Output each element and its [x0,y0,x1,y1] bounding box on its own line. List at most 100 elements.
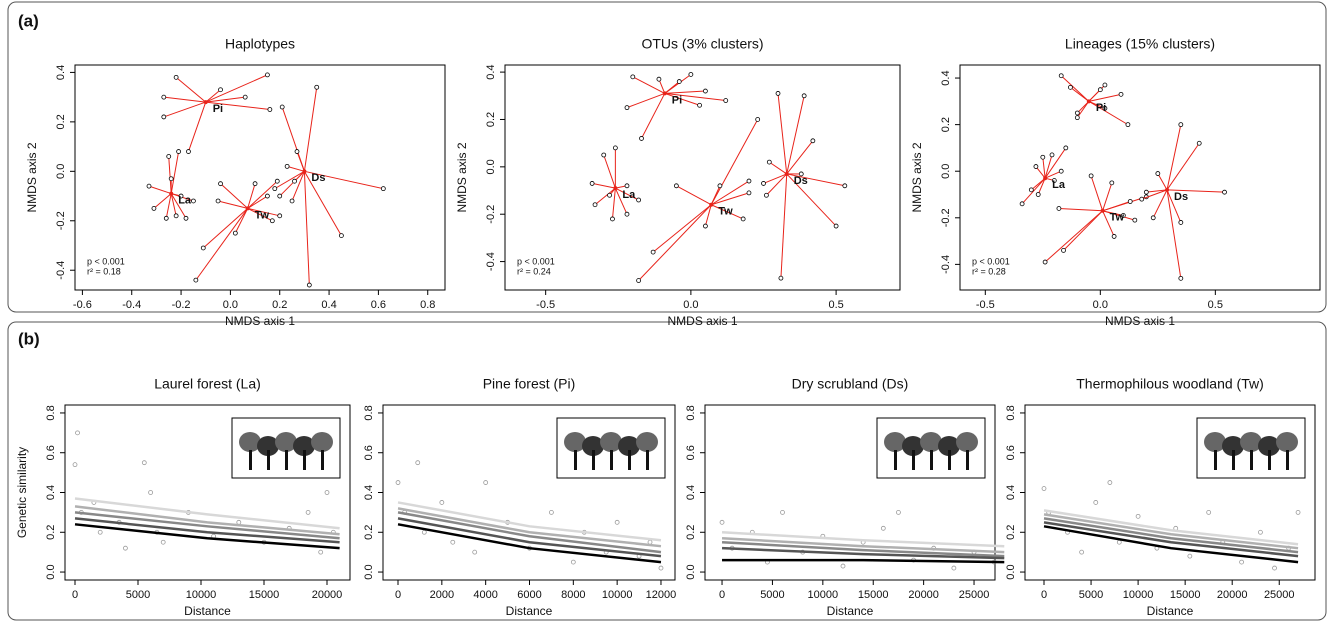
spider-line [274,170,305,190]
x-tick-label: -0.5 [976,299,995,311]
x-tick-label: 5000 [760,589,784,601]
point [97,529,103,535]
point [842,183,848,189]
point [1258,529,1263,535]
point [1102,105,1108,111]
spider-line [710,180,750,206]
point [1058,73,1064,79]
point [1051,178,1057,183]
trend-line [1043,525,1299,564]
spider-line [234,208,249,234]
inset-silhouette [628,450,631,470]
group-label: Pi [672,94,682,106]
point [1222,189,1227,195]
inset-silhouette [920,432,942,452]
point [472,549,478,555]
spider-line [1141,189,1168,200]
centroid [245,206,250,211]
spider-line [170,193,187,219]
inset-silhouette [1258,436,1280,456]
chart-title: Pine forest (Pi) [483,376,576,392]
spider-line [1088,100,1129,126]
point [650,249,656,255]
y-tick-label: 0.2 [685,525,697,540]
point [1272,565,1277,571]
group-label: La [1052,179,1066,191]
point [215,198,221,204]
centroid [1100,208,1105,213]
inset-silhouette [257,436,279,456]
inset-silhouette [1286,450,1289,470]
inset-silhouette [285,450,288,470]
x-axis-label: Distance [827,604,874,618]
inset-silhouette [956,432,978,452]
y-tick-label: 0.0 [940,164,952,179]
spider-line [1166,124,1182,190]
spider-line [786,173,845,187]
point [173,213,179,219]
point [1143,189,1149,195]
trend-line [74,523,340,550]
spider-line [652,204,712,253]
x-tick-label: 0.5 [828,299,843,311]
x-tick-label: 5000 [1079,589,1103,601]
point [1295,509,1301,515]
y-tick-label: 0.4 [485,64,497,79]
spider-line [1058,207,1103,212]
spider-line [638,204,712,281]
group-label: Pi [1096,102,1106,114]
spider-line [163,101,206,118]
chart-title: Lineages (15% clusters) [1065,36,1215,52]
inset-silhouette [311,432,333,452]
point [778,275,784,281]
trend-line [74,497,340,530]
y-axis-label: NMDS axis 2 [25,142,39,212]
point [264,193,270,199]
spider-line [296,151,305,172]
point [269,218,275,224]
group-label: Tw [718,206,733,218]
inset-silhouette [948,450,951,470]
inset-silhouette [1240,432,1262,452]
plot-frame [504,64,901,291]
spider-line [1166,189,1182,279]
spider-line [711,192,750,206]
spider-line [153,193,172,209]
spider-line [303,171,342,236]
spider-line [170,151,180,194]
inset-silhouette [574,450,577,470]
inset-silhouette [966,450,969,470]
y-tick-label: 0.8 [1005,405,1017,420]
point [1074,115,1080,121]
y-tick-label: -0.2 [485,205,497,224]
centroid [203,100,208,105]
x-tick-label: 0.8 [420,299,435,311]
point [1132,217,1138,223]
point [719,519,725,525]
y-tick-label: 0.4 [363,485,375,500]
spider-line [786,173,837,227]
point [717,183,723,189]
spider-line [1044,170,1062,179]
spider-line [1035,166,1046,179]
chart-title: Haplotypes [225,36,295,52]
point [338,233,344,239]
spider-line [1102,210,1115,237]
point [186,149,191,154]
inset-silhouette [1222,436,1244,456]
spider-line [202,208,248,249]
x-tick-label: 15000 [858,589,889,601]
spider-line [592,182,616,189]
spider-line [711,204,744,220]
x-tick-label: 8000 [561,589,585,601]
spider-line [1102,210,1124,216]
point [1135,513,1141,519]
point [636,278,642,283]
point [1178,122,1184,128]
centroid [1165,187,1170,192]
spider-line [763,173,787,184]
point [324,490,330,495]
trend-line [1043,513,1299,550]
point [610,216,615,222]
point [284,163,290,169]
